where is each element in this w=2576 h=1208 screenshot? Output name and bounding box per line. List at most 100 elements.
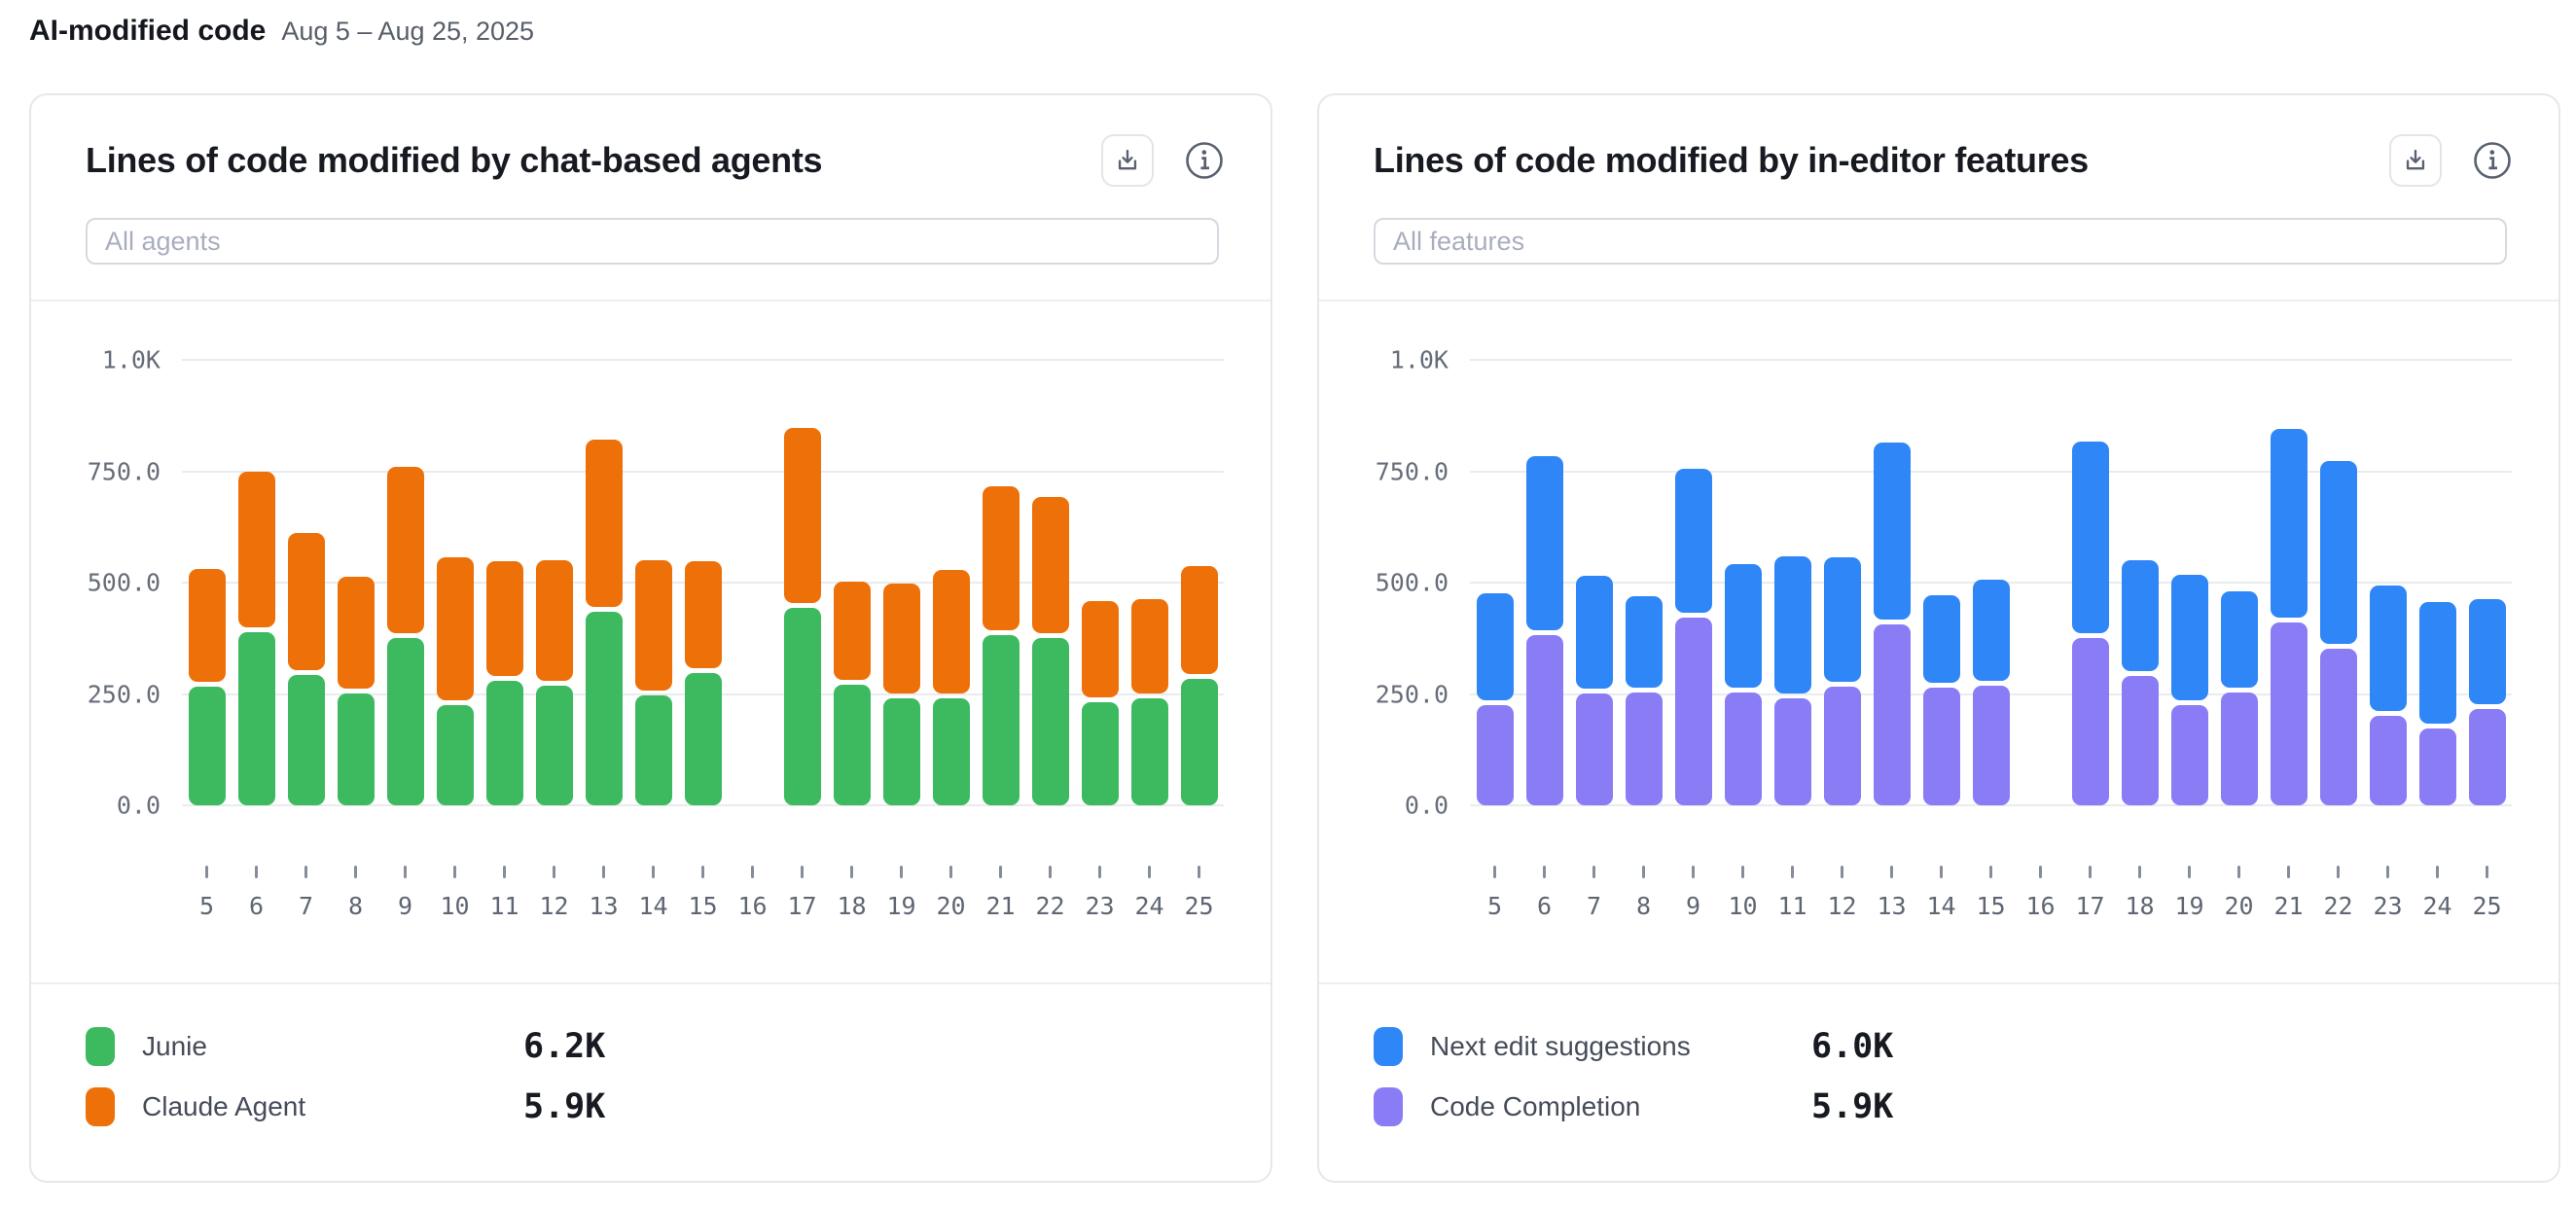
bar-segment[interactable] <box>833 685 871 805</box>
bar-segment[interactable] <box>237 632 275 805</box>
features-filter-input[interactable] <box>1374 218 2507 265</box>
bar-segment[interactable] <box>1525 456 1563 630</box>
bar-segment[interactable] <box>684 673 722 805</box>
bar-segment[interactable] <box>1031 638 1069 805</box>
bar-segment[interactable] <box>1130 599 1168 693</box>
bar-segment[interactable] <box>1180 679 1218 805</box>
bar-segment[interactable] <box>2121 676 2159 805</box>
bar-segment[interactable] <box>287 533 325 670</box>
bar-segment[interactable] <box>485 561 523 676</box>
bar-segment[interactable] <box>2220 591 2258 688</box>
bar-segment[interactable] <box>2418 602 2456 724</box>
bar-segment[interactable] <box>2071 442 2109 633</box>
info-button[interactable] <box>2471 139 2514 182</box>
bar-segment[interactable] <box>882 698 920 805</box>
bar-segment[interactable] <box>337 693 375 805</box>
bar-segment[interactable] <box>436 557 474 700</box>
legend-item-claude-agent[interactable]: Claude Agent 5.9K <box>86 1082 1216 1132</box>
bar-segment[interactable] <box>1873 624 1911 805</box>
bar-segment[interactable] <box>1031 497 1069 633</box>
bar-segment[interactable] <box>2170 705 2208 805</box>
bar-segment[interactable] <box>188 569 226 682</box>
bar-segment[interactable] <box>1625 596 1663 688</box>
bar-segment[interactable] <box>1773 698 1811 805</box>
bar-segment[interactable] <box>1081 601 1119 697</box>
bar-segment[interactable] <box>337 577 375 689</box>
x-axis-label: 25 <box>2472 892 2502 920</box>
filter-row <box>31 187 1270 300</box>
stacked-bar <box>287 533 325 805</box>
bar-segment[interactable] <box>287 675 325 805</box>
bar-segment[interactable] <box>386 638 424 805</box>
x-axis-tick <box>304 866 307 878</box>
legend-item-next-edit-suggestions[interactable]: Next edit suggestions 6.0K <box>1374 1021 2504 1072</box>
bar-segment[interactable] <box>535 686 573 805</box>
bar-segment[interactable] <box>2468 599 2506 704</box>
bar-segment[interactable] <box>1180 566 1218 674</box>
bar-segment[interactable] <box>1724 564 1762 688</box>
legend-divider <box>31 982 1270 984</box>
bar-segment[interactable] <box>1773 556 1811 693</box>
bar-segment[interactable] <box>2418 728 2456 805</box>
bar-segment[interactable] <box>585 612 623 805</box>
bar-segment[interactable] <box>1625 693 1663 805</box>
bar-segment[interactable] <box>1476 593 1514 700</box>
legend-divider <box>1319 982 2558 984</box>
bar-segment[interactable] <box>1972 686 2010 805</box>
bar-segment[interactable] <box>2170 575 2208 700</box>
stacked-bar <box>485 561 523 805</box>
bar-segment[interactable] <box>2319 461 2357 644</box>
bar-segment[interactable] <box>783 608 821 805</box>
legend-item-code-completion[interactable]: Code Completion 5.9K <box>1374 1082 2504 1132</box>
bar-segment[interactable] <box>386 467 424 633</box>
bar-segment[interactable] <box>2319 649 2357 805</box>
bar-segment[interactable] <box>188 687 226 805</box>
bar-segment[interactable] <box>1823 557 1861 682</box>
info-button[interactable] <box>1183 139 1226 182</box>
bar-segment[interactable] <box>1525 635 1563 805</box>
bar-segment[interactable] <box>932 570 970 693</box>
agents-filter-input[interactable] <box>86 218 1219 265</box>
bar-segment[interactable] <box>535 560 573 681</box>
info-icon <box>1183 139 1226 182</box>
bar-segment[interactable] <box>882 584 920 693</box>
bar-segment[interactable] <box>485 681 523 805</box>
x-axis-label: 5 <box>1486 892 1503 920</box>
bar-segment[interactable] <box>1972 580 2010 681</box>
bar-segment[interactable] <box>2270 622 2308 805</box>
bar-segment[interactable] <box>1575 576 1613 689</box>
bar-segment[interactable] <box>2220 693 2258 805</box>
bar-segment[interactable] <box>2270 429 2308 618</box>
bar-segment[interactable] <box>1130 698 1168 805</box>
bar-segment[interactable] <box>1081 702 1119 805</box>
bar-segment[interactable] <box>1922 595 1960 683</box>
bar-segment[interactable] <box>1922 688 1960 805</box>
bar-segment[interactable] <box>585 440 623 607</box>
bar-segment[interactable] <box>783 428 821 603</box>
bar-segment[interactable] <box>2468 709 2506 805</box>
download-button[interactable] <box>1101 134 1154 187</box>
bar-segment[interactable] <box>982 486 1020 630</box>
download-button[interactable] <box>2389 134 2442 187</box>
bar-segment[interactable] <box>2369 586 2407 711</box>
bar-segment[interactable] <box>932 698 970 805</box>
bar-segment[interactable] <box>1873 443 1911 620</box>
bar-segment[interactable] <box>833 582 871 680</box>
bar-segment[interactable] <box>1823 687 1861 805</box>
bar-segment[interactable] <box>1674 469 1712 613</box>
bar-segment[interactable] <box>2121 560 2159 671</box>
x-axis-tick <box>2337 866 2340 878</box>
bar-segment[interactable] <box>1575 693 1613 805</box>
bar-segment[interactable] <box>684 561 722 668</box>
bar-segment[interactable] <box>1674 618 1712 805</box>
bar-segment[interactable] <box>436 705 474 805</box>
bar-segment[interactable] <box>634 560 672 691</box>
legend-item-junie[interactable]: Junie 6.2K <box>86 1021 1216 1072</box>
bar-segment[interactable] <box>1476 705 1514 805</box>
bar-segment[interactable] <box>1724 693 1762 805</box>
bar-segment[interactable] <box>2369 716 2407 805</box>
bar-segment[interactable] <box>237 472 275 627</box>
bar-segment[interactable] <box>2071 638 2109 805</box>
bar-segment[interactable] <box>982 635 1020 805</box>
bar-segment[interactable] <box>634 695 672 805</box>
